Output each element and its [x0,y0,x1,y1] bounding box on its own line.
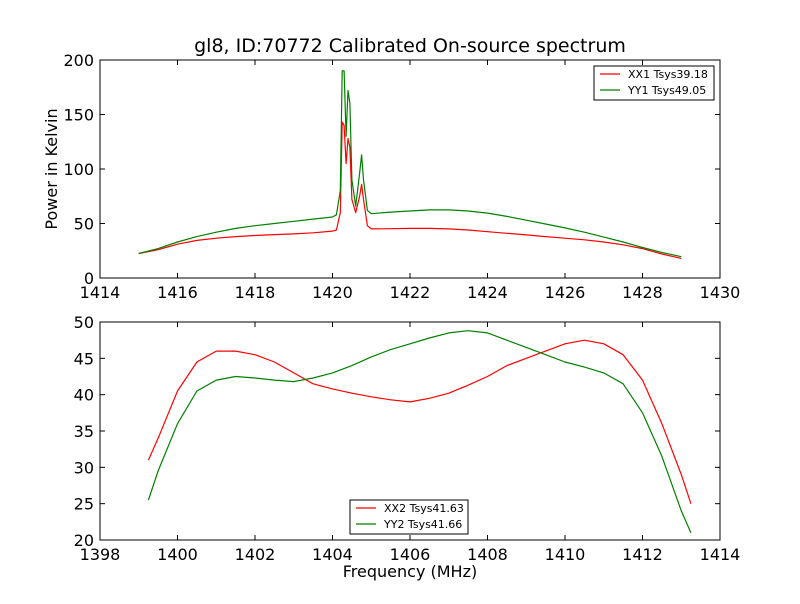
legend-top: XX1 Tsys39.18 YY1 Tsys49.05 [593,65,715,101]
x-tick-label-bottom: 1412 [622,545,663,564]
legend-label-yy2: YY2 Tsys41.66 [383,518,462,531]
y-tick-label-top: 100 [63,160,94,179]
series-line-yy2 [147,330,692,533]
ticks-bottom: 1398 1400 1402 1404 1406 1408 1410 1412 1414 20 25… [74,313,741,564]
y-tick-label-bottom: 25 [74,495,94,514]
legend-label-yy1: YY1 Tsys49.05 [627,84,706,97]
x-axis-label-bottom: Frequency (MHz) [343,562,477,581]
x-tick-label-top: 1416 [157,283,198,302]
y-tick-label-top: 150 [63,106,94,125]
x-tick-label-bottom: 1408 [467,545,508,564]
y-tick-label-bottom: 50 [74,313,94,332]
legend-box-bottom [349,499,469,535]
legend-label-xx2: XX2 Tsys41.63 [384,502,464,515]
subplot-top: 1414 1416 1418 1420 1422 1424 1426 1428 1430 0 50 1… [42,51,740,302]
series-line-xx2 [147,339,692,504]
x-tick-label-bottom: 1402 [235,545,276,564]
x-tick-label-bottom: 1404 [312,545,353,564]
plot-area-top [138,70,682,259]
x-tick-label-top: 1420 [312,283,353,302]
x-tick-label-bottom: 1410 [545,545,586,564]
chart-title: gl8, ID:70772 Calibrated On-source spect… [194,35,626,57]
y-tick-label-bottom: 45 [74,349,94,368]
series-line-yy1 [138,70,682,258]
x-tick-label-top: 1424 [467,283,508,302]
x-tick-label-top: 1428 [622,283,663,302]
x-tick-label-top: 1422 [390,283,431,302]
y-axis-label-top: Power in Kelvin [42,108,61,229]
y-tick-label-top: 0 [84,269,94,288]
legend-label-xx1: XX1 Tsys39.18 [628,68,708,81]
x-tick-label-top: 1430 [700,283,741,302]
x-tick-label-top: 1426 [545,283,586,302]
y-tick-label-bottom: 40 [74,386,94,405]
x-tick-label-bottom: 1414 [700,545,741,564]
legend-box-top [593,65,715,101]
legend-bottom: XX2 Tsys41.63 YY2 Tsys41.66 [349,499,469,535]
y-tick-label-top: 50 [74,215,94,234]
y-tick-label-bottom: 30 [74,458,94,477]
y-tick-label-bottom: 35 [74,422,94,441]
y-tick-label-top: 200 [63,51,94,70]
y-tick-label-bottom: 20 [74,531,94,550]
x-tick-label-top: 1414 [80,283,121,302]
subplot-bottom: 1398 1400 1402 1404 1406 1408 1410 1412 1414 20 25… [74,313,741,581]
plot-area-bottom [147,330,692,533]
x-tick-label-bottom: 1406 [390,545,431,564]
ticks-top: 1414 1416 1418 1420 1422 1424 1426 1428 1430 0 50 1… [63,51,740,302]
x-tick-label-bottom: 1400 [157,545,198,564]
x-tick-label-bottom: 1398 [80,545,121,564]
x-tick-label-top: 1418 [235,283,276,302]
series-line-xx1 [138,121,682,259]
